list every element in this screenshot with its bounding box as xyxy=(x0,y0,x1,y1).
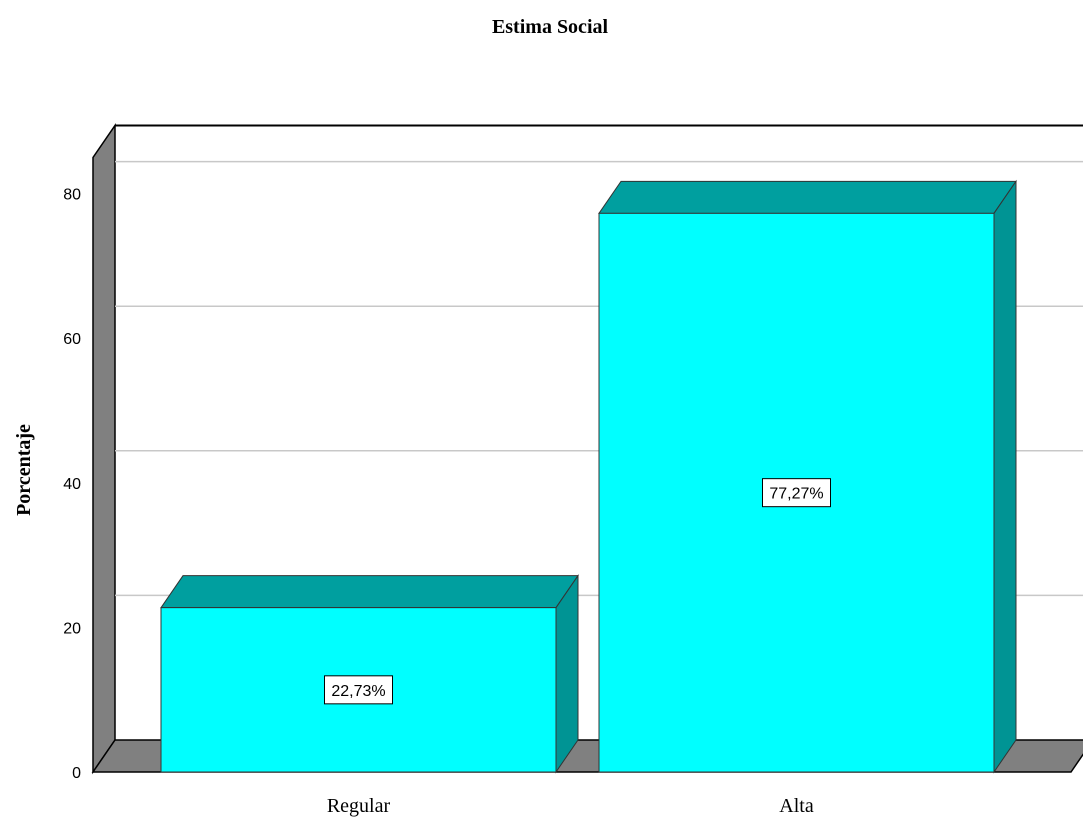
bar-top xyxy=(160,575,579,609)
y-tick-label: 40 xyxy=(63,476,81,493)
y-tick-label: 0 xyxy=(72,765,81,782)
bar-top xyxy=(598,180,1017,214)
bar-side xyxy=(993,179,1017,774)
chart-title: Estima Social xyxy=(492,16,609,38)
data-label: 22,73% xyxy=(331,683,385,700)
x-tick-label: Regular xyxy=(327,795,391,817)
x-axis-labels: Regular Alta xyxy=(327,795,814,817)
data-label: 77,27% xyxy=(769,486,823,503)
y-axis-label: Porcentaje xyxy=(13,424,35,516)
left-wall xyxy=(92,123,116,775)
bars: 22,73% 77,27% xyxy=(160,179,1017,774)
y-tick-label: 60 xyxy=(63,331,81,348)
data-label-box xyxy=(324,675,393,705)
bar-side xyxy=(555,574,579,774)
y-tick-label: 80 xyxy=(63,187,81,204)
y-axis-ticks: 0 20 40 60 80 xyxy=(63,187,81,782)
y-tick-label: 20 xyxy=(63,620,81,637)
data-label-box xyxy=(762,478,831,508)
x-tick-label: Alta xyxy=(779,795,814,817)
